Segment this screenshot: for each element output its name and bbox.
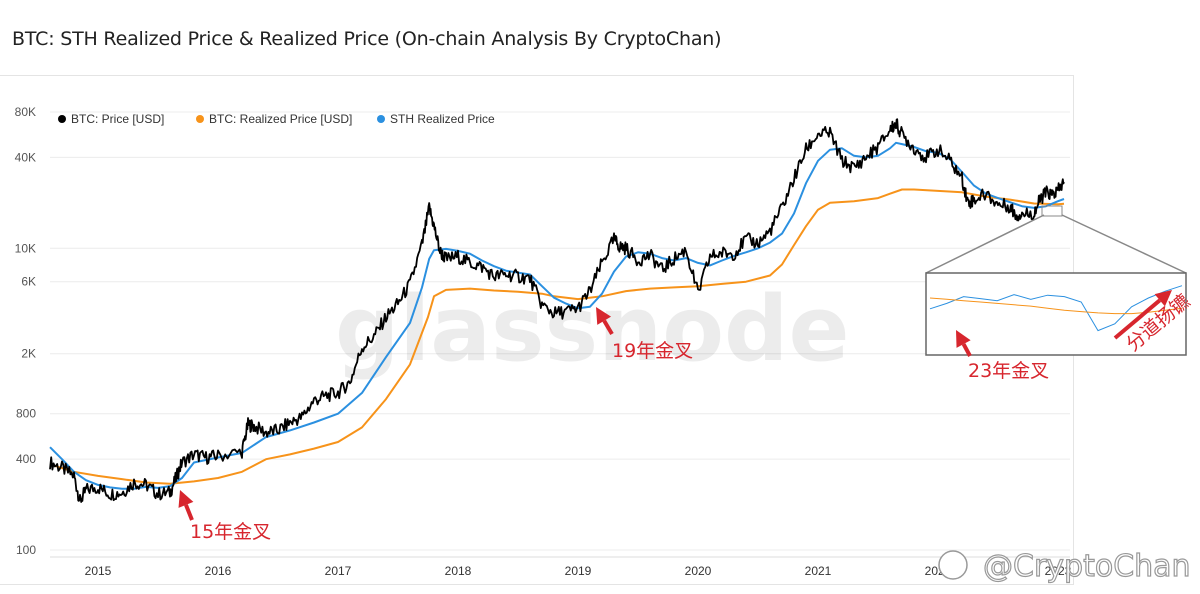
zoom-connector xyxy=(925,214,1045,274)
y-tick-label: 6K xyxy=(21,275,36,289)
inset-series-line xyxy=(929,285,1183,332)
zoom-connector xyxy=(1061,214,1187,274)
annotation-arrowhead xyxy=(596,307,612,325)
series-line xyxy=(49,188,1065,485)
series-lines xyxy=(49,118,1065,503)
x-tick-label: 2017 xyxy=(325,564,352,578)
x-tick-label: 2023 xyxy=(1045,564,1072,578)
legend-item: STH Realized Price xyxy=(390,112,495,126)
weibo-watermark: @CryptoChan xyxy=(938,548,1191,585)
annotation-arrow xyxy=(184,504,194,521)
annotation-arrowhead xyxy=(1154,290,1172,307)
weibo-handle: @CryptoChan xyxy=(983,549,1191,584)
x-tick-label: 2015 xyxy=(85,564,112,578)
annotation-label: 19年金叉 xyxy=(612,340,693,362)
x-tick-label: 2018 xyxy=(445,564,472,578)
legend-item: BTC: Price [USD] xyxy=(71,112,164,126)
legend-marker xyxy=(196,115,204,123)
x-tick-label: 2019 xyxy=(565,564,592,578)
y-tick-label: 80K xyxy=(15,105,36,119)
y-tick-label: 400 xyxy=(16,452,36,466)
weibo-icon xyxy=(938,550,968,580)
legend: BTC: Price [USD] BTC: Realized Price [USD… xyxy=(58,112,495,126)
annotation-arrowhead xyxy=(178,490,194,508)
series-line xyxy=(49,141,1065,490)
zoom-source-box xyxy=(1041,205,1063,217)
y-axis: 100 400 800 2K 6K 10K 40K 80K xyxy=(15,105,37,557)
inset-series-line xyxy=(929,297,1183,315)
x-tick-label: 2020 xyxy=(685,564,712,578)
legend-marker xyxy=(377,115,385,123)
annotation-arrow xyxy=(961,343,972,357)
annotation-arrow xyxy=(602,319,614,336)
y-tick-label: 800 xyxy=(16,407,36,421)
annotation-arrow xyxy=(1113,298,1162,340)
legend-marker xyxy=(58,115,66,123)
annotation-label: 15年金叉 xyxy=(190,521,271,543)
x-tick-label: 2016 xyxy=(205,564,232,578)
glassnode-watermark: glassnode xyxy=(335,277,850,382)
y-tick-label: 100 xyxy=(16,543,36,557)
series-line xyxy=(49,118,1065,503)
y-tick-label: 2K xyxy=(21,347,36,361)
annotation-label: 23年金叉 xyxy=(968,360,1049,382)
annotation-arrowhead xyxy=(956,330,971,348)
x-tick-label: 2021 xyxy=(805,564,832,578)
chart-title: BTC: STH Realized Price & Realized Price… xyxy=(12,28,722,50)
legend-item: BTC: Realized Price [USD] xyxy=(209,112,352,126)
grid xyxy=(50,111,1070,551)
y-tick-label: 40K xyxy=(15,150,36,164)
y-tick-label: 10K xyxy=(15,241,36,255)
x-axis: 2015 2016 2017 2018 2019 2020 2021 2022 2023 xyxy=(50,556,1072,578)
watermark-text: glassnode xyxy=(335,277,850,382)
